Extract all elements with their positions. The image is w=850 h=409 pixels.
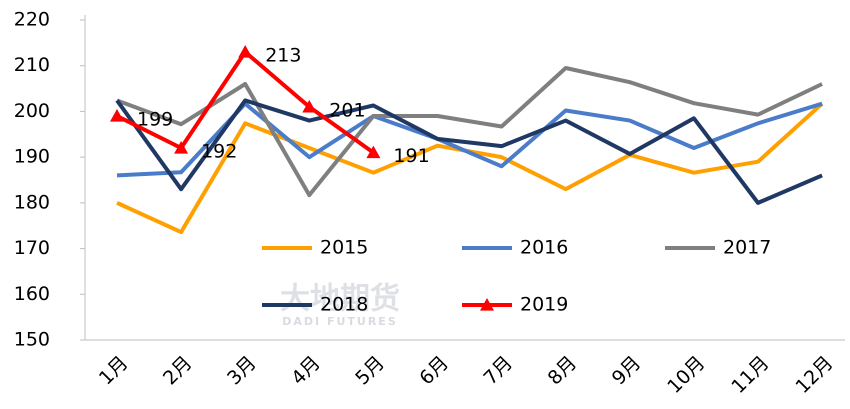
x-tick-label: 12月 [791,352,837,398]
y-tick-label: 200 [14,100,50,122]
data-label: 191 [393,145,429,167]
marker [302,99,317,113]
y-tick-label: 170 [14,237,50,259]
legend-label: 2019 [520,294,568,316]
watermark: 大地期货 [280,282,400,317]
x-tick-label: 4月 [287,352,325,390]
data-label: 201 [329,99,365,121]
series-line [116,66,823,198]
x-tick-label: 6月 [415,352,453,390]
marker [174,141,189,154]
legend-label: 2016 [520,237,568,259]
x-tick-label: 3月 [223,352,261,390]
x-tick-label: 5月 [351,352,389,390]
legend-label: 2018 [320,294,368,316]
x-tick-label: 8月 [544,352,582,390]
legend-label: 2017 [723,237,771,259]
series-line [115,98,823,205]
watermark-sub: DADI FUTURES [282,315,398,328]
x-tick-label: 2月 [159,352,197,390]
x-tick-label: 1月 [95,352,133,390]
y-tick-label: 190 [14,146,50,168]
y-tick-label: 220 [14,9,50,31]
legend-marker [480,298,494,311]
x-tick-label: 9月 [608,352,646,390]
x-tick-label: 10月 [663,352,709,398]
y-tick-label: 150 [14,329,50,351]
data-label: 213 [265,45,301,67]
data-label: 199 [137,109,173,131]
marker [110,109,124,122]
y-tick-label: 180 [14,191,50,213]
legend-label: 2015 [320,237,368,259]
marker [366,145,381,159]
data-label: 192 [201,141,237,163]
marker [238,45,253,58]
x-tick-label: 11月 [727,352,773,398]
y-tick-label: 160 [14,283,50,305]
x-tick-label: 7月 [479,352,517,390]
y-tick-label: 210 [14,54,50,76]
